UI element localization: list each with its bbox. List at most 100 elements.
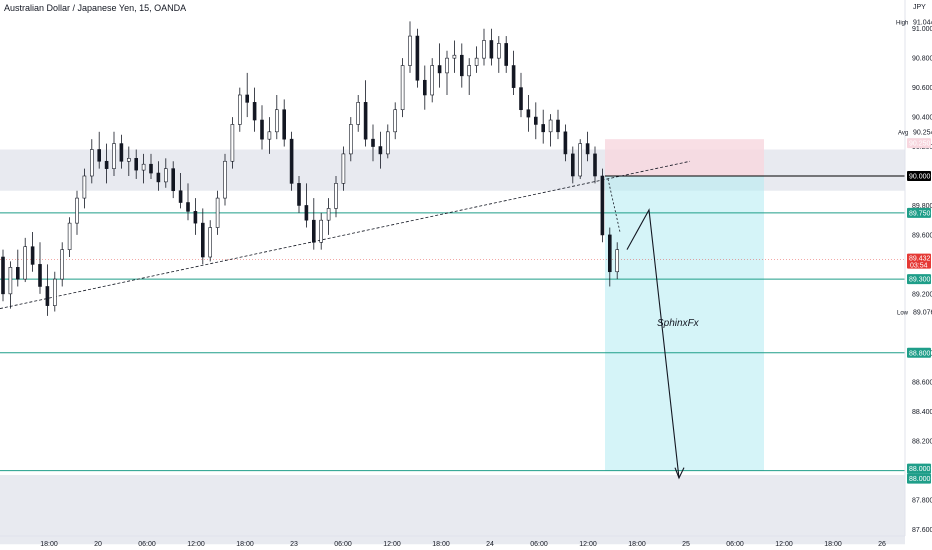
price-tags: High91.044Avg90.25490.25090.00089.75089.… [896, 20, 932, 484]
y-tick-label: 88.600 [912, 380, 932, 387]
candle-body [23, 246, 28, 280]
candle [267, 117, 272, 154]
candle [193, 198, 198, 235]
candle [171, 161, 175, 199]
candle-body [230, 124, 235, 162]
candle-body [208, 227, 212, 258]
candle-body [489, 40, 494, 59]
candle [482, 28, 486, 66]
candle [141, 153, 146, 184]
candle-body [371, 138, 375, 147]
x-tick-label: 06:00 [726, 541, 744, 548]
candle-body [341, 153, 346, 184]
candle [15, 249, 20, 287]
candle-body [467, 65, 472, 77]
candle-body [134, 158, 138, 171]
time-axis[interactable]: 18:00 20 06:00 12:00 18:00 23 06:00 12:00 18:00 2… [40, 541, 886, 548]
current-price-countdown: 03:54 [910, 263, 928, 270]
level3-tag: 88.800 [907, 347, 931, 358]
x-tick-label: 24 [486, 541, 494, 548]
trendline-line[interactable] [0, 160, 691, 309]
candle [23, 237, 28, 283]
y-tick-label: 88.400 [912, 409, 932, 416]
candle-body [319, 219, 324, 243]
candle [356, 94, 361, 132]
candle-body [548, 119, 553, 133]
candle-body [60, 249, 65, 280]
candle [393, 102, 398, 140]
projection-dashed[interactable] [607, 178, 621, 233]
candle-body [119, 143, 124, 162]
candle-body [171, 168, 175, 192]
candle [1, 249, 5, 302]
x-tick-label: 12:00 [775, 541, 793, 548]
candle [541, 109, 546, 144]
candle-body [15, 267, 20, 280]
candle [578, 139, 583, 179]
candle [408, 21, 412, 73]
horizontal-levels[interactable] [0, 212, 905, 472]
target-zone[interactable] [605, 176, 764, 471]
candle-body [1, 256, 5, 295]
candle-body [504, 43, 509, 66]
trendline[interactable] [0, 160, 691, 309]
candle-body [282, 109, 287, 140]
candle [60, 242, 65, 287]
candle [45, 264, 50, 316]
candle [430, 58, 435, 103]
stop-zone[interactable] [605, 139, 764, 176]
candle [607, 227, 612, 287]
candle-body [452, 54, 457, 59]
candle-body [348, 124, 353, 155]
candle [164, 158, 168, 188]
candle-body [178, 190, 183, 203]
candle [615, 242, 620, 280]
x-tick-label: 06:00 [138, 541, 156, 548]
candle [104, 143, 109, 184]
candle-body [164, 168, 168, 183]
candle [319, 212, 324, 250]
avg-value: 90.254 [913, 130, 932, 137]
low-label: Low [897, 311, 909, 317]
candle [585, 131, 590, 162]
low-value: 89.076 [913, 310, 932, 317]
target-tag-2-text: 88.000 [909, 476, 931, 483]
candle-body [274, 109, 279, 133]
candle [8, 261, 13, 309]
target-tag: 88.000 [907, 463, 931, 474]
candle-body [97, 149, 101, 162]
chart-title: Australian Dollar / Japanese Yen, 15, OA… [4, 3, 186, 13]
level2-tag-text: 89.300 [909, 277, 931, 284]
annotation-text: SphinxFx [657, 318, 700, 329]
candle [437, 43, 442, 88]
candle-body [437, 65, 442, 74]
candle [504, 36, 509, 73]
projection-path[interactable] [626, 208, 680, 479]
candle-body [38, 264, 42, 287]
candle-body [186, 202, 190, 212]
candle [489, 28, 494, 66]
y-tick-label: 90.400 [912, 115, 932, 122]
y-tick-label: 89.200 [912, 291, 932, 298]
currency-label: JPY [913, 4, 926, 11]
candle [385, 124, 390, 159]
candle-body [556, 119, 560, 133]
projection-drawing[interactable] [607, 178, 685, 480]
entry-tag: 90.000 [907, 171, 931, 181]
position-tool[interactable] [605, 139, 905, 471]
candle [496, 36, 501, 73]
candle-body [415, 35, 420, 81]
projection-arrowhead[interactable] [674, 467, 685, 480]
candle [178, 173, 183, 209]
candle-body [607, 234, 612, 273]
current-price-value: 89.432 [909, 256, 931, 263]
candle-body [193, 211, 198, 224]
target-tag-text: 88.000 [909, 466, 931, 473]
candle-body [474, 57, 479, 66]
candle-body [615, 249, 620, 273]
target-tag-2: 88.000 [907, 473, 931, 484]
avg-label: Avg [898, 131, 908, 137]
candle [223, 153, 227, 206]
candle [245, 72, 249, 118]
